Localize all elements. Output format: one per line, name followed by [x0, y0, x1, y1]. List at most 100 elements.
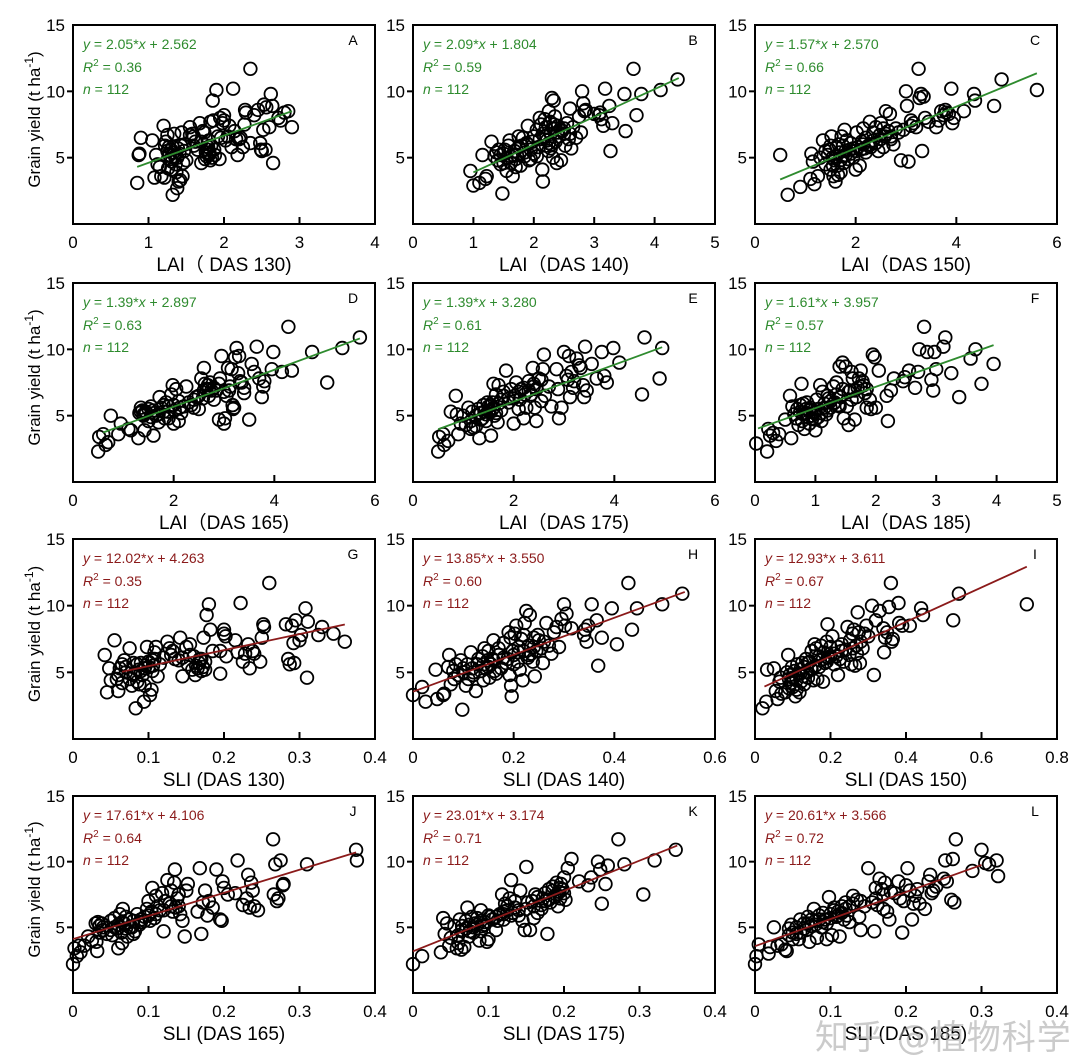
- data-point: [156, 650, 171, 665]
- data-point: [838, 901, 853, 917]
- data-point: [172, 907, 188, 922]
- data-point: [414, 949, 430, 964]
- r-squared: R2 = 0.59: [423, 58, 482, 75]
- data-point: [807, 176, 822, 192]
- data-point: [866, 667, 882, 683]
- data-point: [655, 597, 670, 612]
- data-point: [287, 655, 302, 671]
- data-point: [284, 119, 300, 135]
- y-tick-label: 10: [728, 340, 747, 359]
- data-point: [766, 661, 782, 676]
- y-tick-label: 10: [386, 82, 405, 101]
- data-point: [577, 103, 592, 119]
- data-point: [579, 383, 594, 398]
- data-point: [900, 861, 915, 876]
- panel-letter: B: [688, 32, 697, 48]
- data-point: [186, 138, 202, 153]
- data-point: [868, 891, 884, 906]
- data-point: [591, 658, 606, 673]
- data-point: [606, 340, 621, 356]
- regression-equation: y = 20.61*x + 3.566: [764, 807, 887, 823]
- data-point: [192, 861, 208, 876]
- data-point: [517, 922, 532, 938]
- data-point: [544, 399, 559, 414]
- data-point: [602, 98, 617, 114]
- data-point: [299, 857, 315, 872]
- data-point: [433, 945, 449, 960]
- x-tick-label: 0.3: [288, 1002, 312, 1021]
- data-point: [207, 147, 223, 163]
- data-point: [867, 350, 882, 365]
- data-point: [496, 146, 511, 161]
- data-point: [171, 899, 186, 914]
- data-point: [230, 853, 245, 868]
- data-point: [111, 683, 126, 699]
- data-point: [911, 61, 926, 77]
- data-point: [584, 356, 599, 372]
- data-point: [593, 105, 608, 120]
- data-point: [488, 909, 504, 925]
- y-tick-label: 5: [396, 918, 405, 937]
- data-point: [986, 98, 1002, 114]
- data-point: [559, 606, 574, 621]
- data-point: [242, 661, 257, 676]
- data-point: [449, 407, 465, 422]
- data-point: [605, 115, 620, 131]
- data-point: [792, 685, 807, 700]
- data-point: [895, 925, 910, 940]
- data-point: [123, 423, 139, 438]
- data-point: [853, 363, 868, 378]
- data-point: [314, 619, 330, 635]
- x-tick-label: 0.1: [137, 1002, 161, 1021]
- data-point: [529, 149, 545, 164]
- data-point: [538, 119, 554, 135]
- x-tick-label: 4: [650, 233, 659, 252]
- data-point: [128, 701, 143, 716]
- y-tick-label: 10: [386, 597, 405, 616]
- y-tick-label: 5: [56, 918, 65, 937]
- x-tick-label: 2: [871, 491, 880, 510]
- data-point: [256, 379, 271, 394]
- sample-size: n = 112: [83, 595, 129, 611]
- sample-size: n = 112: [83, 339, 129, 355]
- data-point: [203, 114, 218, 130]
- data-point: [150, 669, 165, 684]
- sample-size: n = 112: [83, 852, 129, 868]
- data-point: [629, 107, 644, 123]
- data-point: [503, 872, 519, 888]
- regression-line: [473, 77, 680, 174]
- x-tick-label: 2: [219, 233, 228, 252]
- y-tick-label: 10: [728, 853, 747, 872]
- panel-letter: D: [348, 290, 358, 306]
- scatter-points: [65, 832, 365, 972]
- y-tick-label: 5: [396, 407, 405, 426]
- panel-E: 0 2 4 6 5 10 15 LAI（DAS 175) Ey = 1.39*x + 3.280…: [386, 274, 720, 534]
- data-point: [199, 607, 214, 623]
- data-point: [569, 351, 584, 366]
- data-point: [852, 158, 867, 173]
- x-tick-label: 2: [509, 491, 518, 510]
- data-point: [519, 400, 534, 415]
- data-point: [844, 392, 859, 407]
- x-tick-label: 0.3: [288, 748, 312, 767]
- data-point: [553, 880, 568, 896]
- data-point: [556, 597, 572, 612]
- data-point: [879, 904, 895, 919]
- regression-line: [764, 565, 1028, 688]
- x-tick-label: 0: [408, 233, 417, 252]
- data-point: [212, 151, 227, 167]
- data-point: [349, 853, 365, 868]
- data-point: [212, 912, 228, 927]
- x-tick-label: 3: [295, 233, 304, 252]
- data-point: [907, 380, 923, 396]
- data-point: [576, 389, 592, 405]
- data-point: [451, 427, 466, 442]
- y-tick-label: 5: [738, 149, 747, 168]
- panel-letter: E: [688, 290, 697, 306]
- data-point: [549, 619, 564, 635]
- data-point: [479, 168, 494, 184]
- plot-frame: [754, 538, 1058, 740]
- data-point: [212, 666, 228, 681]
- data-point: [990, 868, 1006, 884]
- scatter-points: [90, 319, 368, 459]
